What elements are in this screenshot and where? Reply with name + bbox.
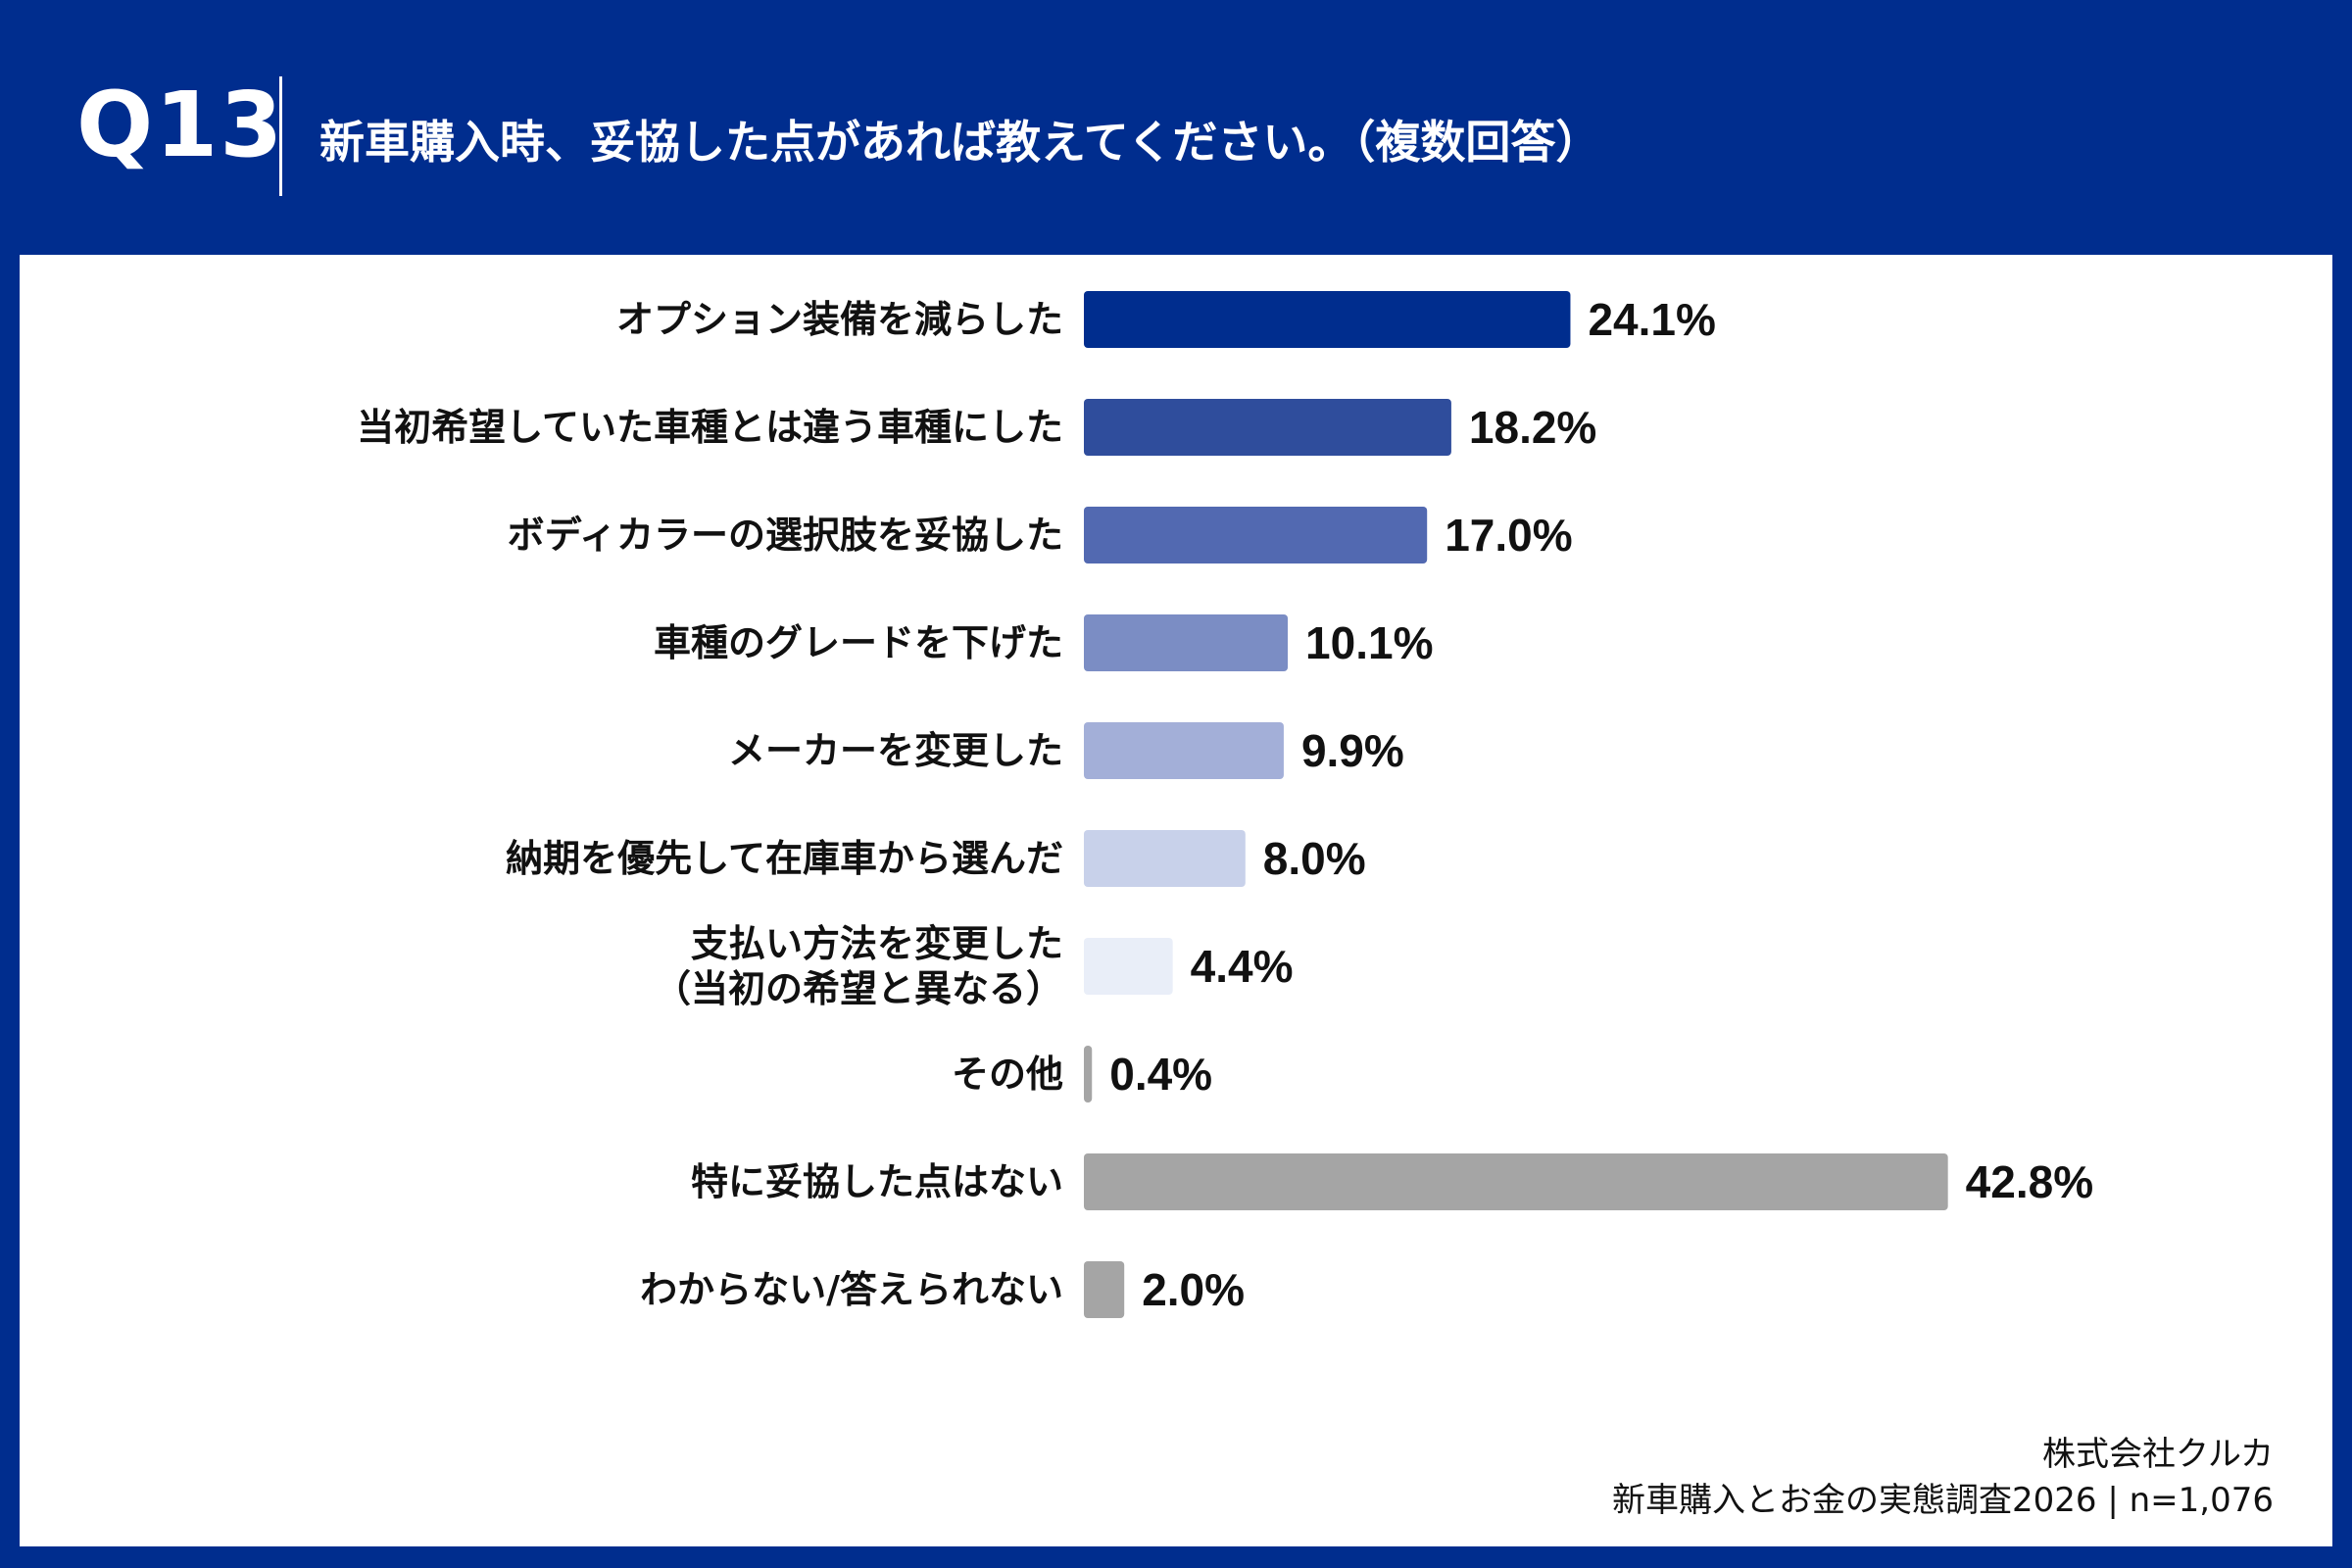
question-number: Q13 [76,73,285,177]
bar [1084,830,1246,887]
header-divider [279,76,282,196]
bar [1084,1046,1093,1102]
bar [1084,938,1173,995]
header-banner: Q13 新車購入時、妥協した点があれば教えてください。（複数回答） [0,0,2352,255]
bar [1084,722,1284,779]
chart-panel: オプション装備を減らした 24.1% 当初希望していた車種とは違う車種にした 18.2… [20,255,2332,1546]
category-label: 支払い方法を変更した（当初の希望と異なる） [654,922,1063,1010]
footer-source: 新車購入とお金の実態調査2026 | n=1,076 [1612,1481,2274,1521]
value-label: 18.2% [1469,402,1596,453]
footer-company: 株式会社クルカ [2042,1434,2274,1474]
bar [1084,1153,1948,1210]
value-label: 10.1% [1305,617,1433,668]
value-label: 17.0% [1445,510,1572,561]
category-label: 車種のグレードを下げた [654,621,1063,664]
category-label: その他 [952,1053,1063,1096]
value-label: 42.8% [1966,1156,2093,1207]
category-label: 納期を優先して在庫車から選んだ [506,837,1063,880]
category-label: 当初希望していた車種とは違う車種にした [357,406,1063,449]
question-title: 新車購入時、妥協した点があれば教えてください。（複数回答） [319,116,1601,169]
category-label: ボディカラーの選択肢を妥協した [508,514,1063,557]
bar [1084,399,1451,456]
category-label: オプション装備を減らした [616,298,1063,341]
footer: 株式会社クルカ 新車購入とお金の実態調査2026 | n=1,076 [1612,1432,2274,1525]
value-label: 24.1% [1588,294,1715,345]
bar [1084,614,1289,671]
value-label: 9.9% [1301,725,1404,776]
value-label: 0.4% [1109,1049,1212,1100]
bar [1084,507,1428,564]
bar [1084,1261,1125,1318]
value-label: 2.0% [1142,1264,1245,1315]
bar [1084,291,1571,348]
value-label: 8.0% [1263,833,1366,884]
category-label: 特に妥協した点はない [691,1160,1063,1203]
bar-chart: オプション装備を減らした 24.1% 当初希望していた車種とは違う車種にした 18.2… [357,291,2093,1318]
category-label: わからない/答えられない [640,1268,1063,1311]
value-label: 4.4% [1191,941,1294,992]
category-label: メーカーを変更した [728,729,1063,772]
